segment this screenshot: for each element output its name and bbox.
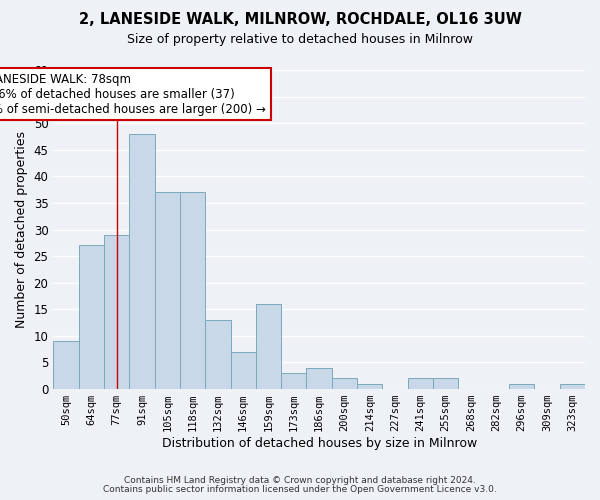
Bar: [332, 378, 357, 389]
Y-axis label: Number of detached properties: Number of detached properties: [15, 131, 28, 328]
Text: Contains public sector information licensed under the Open Government Licence v3: Contains public sector information licen…: [103, 484, 497, 494]
Bar: [79, 246, 104, 389]
Bar: [408, 378, 433, 389]
Bar: [104, 235, 129, 389]
Bar: [180, 192, 205, 389]
Text: Size of property relative to detached houses in Milnrow: Size of property relative to detached ho…: [127, 32, 473, 46]
Bar: [155, 192, 180, 389]
Text: 2, LANESIDE WALK, MILNROW, ROCHDALE, OL16 3UW: 2, LANESIDE WALK, MILNROW, ROCHDALE, OL1…: [79, 12, 521, 28]
Bar: [357, 384, 382, 389]
Text: 2 LANESIDE WALK: 78sqm
← 16% of detached houses are smaller (37)
84% of semi-det: 2 LANESIDE WALK: 78sqm ← 16% of detached…: [0, 72, 266, 116]
Bar: [205, 320, 230, 389]
Bar: [509, 384, 535, 389]
Bar: [129, 134, 155, 389]
Bar: [433, 378, 458, 389]
Bar: [230, 352, 256, 389]
Bar: [560, 384, 585, 389]
Bar: [307, 368, 332, 389]
Bar: [256, 304, 281, 389]
Bar: [53, 341, 79, 389]
Text: Contains HM Land Registry data © Crown copyright and database right 2024.: Contains HM Land Registry data © Crown c…: [124, 476, 476, 485]
Bar: [281, 373, 307, 389]
X-axis label: Distribution of detached houses by size in Milnrow: Distribution of detached houses by size …: [161, 437, 477, 450]
